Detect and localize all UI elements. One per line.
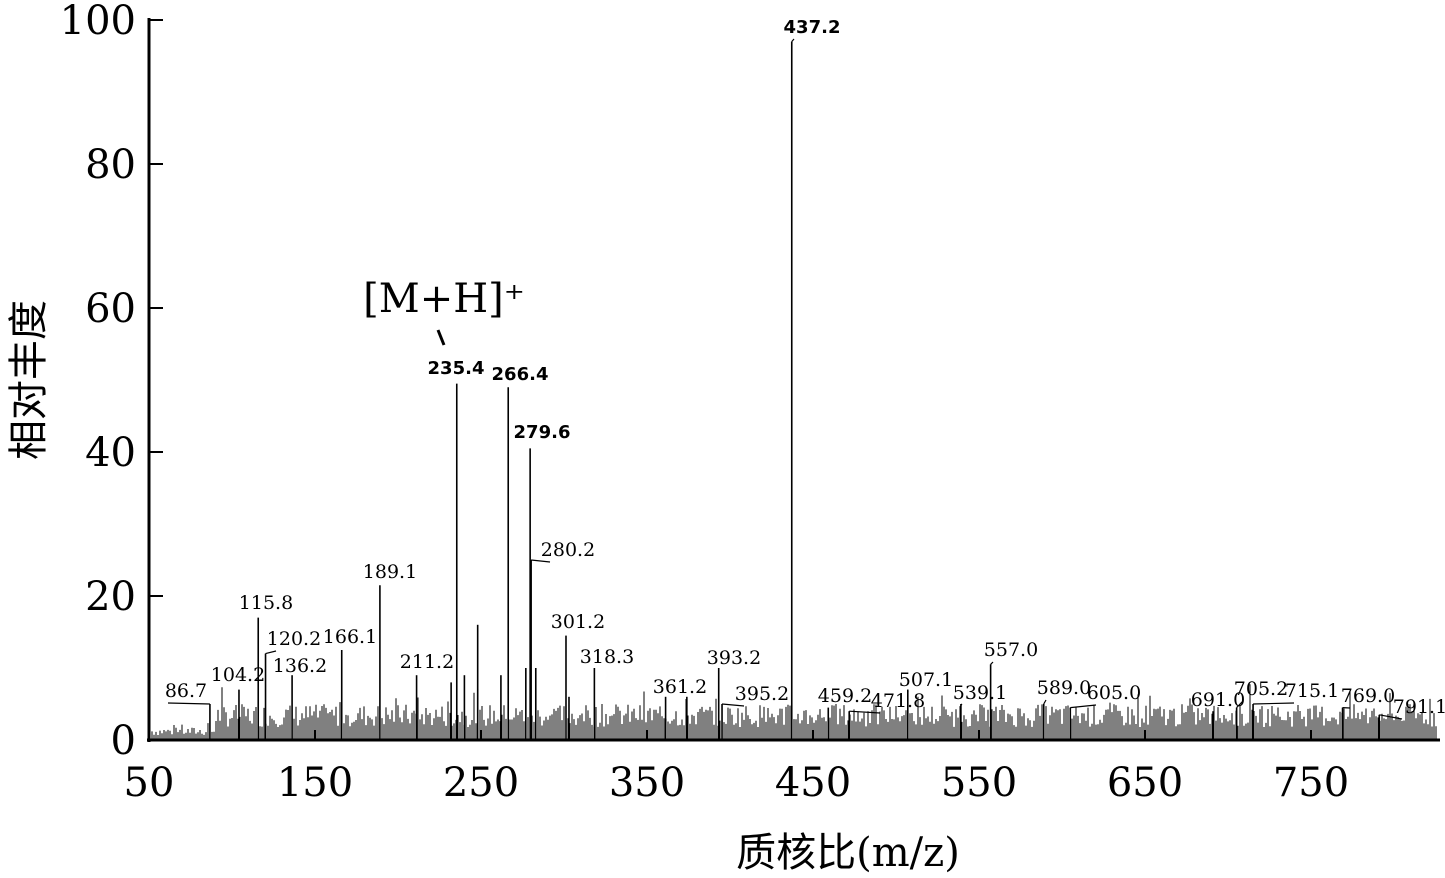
peak-label-539.1: 539.1 <box>953 682 1007 704</box>
y-tick-label: 60 <box>85 286 136 332</box>
peak-leader-791.1 <box>1379 714 1403 720</box>
peak-label-266.4: 266.4 <box>492 364 549 385</box>
molecular-ion-annotation: [M+H]⁺ <box>363 276 525 322</box>
peak-leader-280.2 <box>531 559 551 563</box>
peak-label-791.1: 791.1 <box>1393 696 1445 718</box>
peak-label-120.2: 120.2 <box>267 628 321 650</box>
peak-label-459.2: 459.2 <box>818 685 872 707</box>
peak-label-395.2: 395.2 <box>735 683 789 705</box>
peak-label-136.2: 136.2 <box>273 655 327 677</box>
axes <box>147 18 1440 742</box>
x-tick-label: 50 <box>124 760 175 806</box>
peak-lines <box>209 41 1381 740</box>
x-axis-title: 质核比(m/z) <box>736 830 960 876</box>
y-tick-label: 40 <box>85 430 136 476</box>
x-tick-label: 550 <box>941 760 1017 806</box>
x-tick-label: 250 <box>443 760 519 806</box>
x-tick-label: 750 <box>1273 760 1349 806</box>
peak-leader-86.7 <box>167 702 210 705</box>
x-tick-label: 350 <box>609 760 685 806</box>
y-tick-label: 100 <box>60 0 136 44</box>
peak-label-393.2: 393.2 <box>707 647 761 669</box>
x-tick-label: 650 <box>1107 760 1183 806</box>
peak-label-705.2: 705.2 <box>1234 678 1288 700</box>
peak-label-115.8: 115.8 <box>239 592 293 614</box>
peak-label-769.0: 769.0 <box>1341 685 1395 707</box>
x-tick-label: 450 <box>775 760 851 806</box>
peak-leader-589.0 <box>1043 699 1047 705</box>
x-ticks: 50 150 250 350 450 550 650 750 <box>124 730 1349 806</box>
peak-label-715.1: 715.1 <box>1285 680 1339 702</box>
peak-label-557.0: 557.0 <box>984 639 1038 661</box>
peak-leader-437.2 <box>791 38 795 42</box>
peak-label-507.1: 507.1 <box>899 669 953 691</box>
y-ticks: 0 20 40 60 80 100 <box>60 0 163 764</box>
peak-label-166.1: 166.1 <box>323 626 377 648</box>
peak-label-211.2: 211.2 <box>400 651 454 673</box>
peak-label-691.0: 691.0 <box>1191 689 1245 711</box>
x-tick-label: 150 <box>277 760 353 806</box>
peak-leader-605.0 <box>1070 704 1097 709</box>
peak-leader-557.0 <box>990 661 994 665</box>
peak-label-280.2: 280.2 <box>541 539 595 561</box>
peak-label-279.6: 279.6 <box>514 422 571 443</box>
peak-label-189.1: 189.1 <box>363 561 417 583</box>
peak-label-318.3: 318.3 <box>580 646 634 668</box>
peak-label-301.2: 301.2 <box>551 611 605 633</box>
y-axis-title: 相对丰度 <box>6 300 52 460</box>
annotation-pointer <box>436 329 446 346</box>
peak-leader-471.8 <box>849 710 881 714</box>
peak-label-437.2: 437.2 <box>784 17 841 38</box>
peak-leader-705.2 <box>1236 700 1244 709</box>
peak-leader-395.2 <box>721 703 745 707</box>
peak-leader-120.2 <box>265 650 277 655</box>
peak-label-86.7: 86.7 <box>165 680 207 702</box>
peak-leader-715.1 <box>1253 702 1295 705</box>
peak-label-361.2: 361.2 <box>653 676 707 698</box>
y-tick-label: 20 <box>85 574 136 620</box>
y-tick-label: 80 <box>85 142 136 188</box>
peak-label-605.0: 605.0 <box>1087 682 1141 704</box>
peak-label-235.4: 235.4 <box>428 358 485 379</box>
peak-leader-539.1 <box>960 703 963 706</box>
peak-label-104.2: 104.2 <box>211 664 265 686</box>
y-tick-label: 0 <box>111 718 136 764</box>
peak-label-471.8: 471.8 <box>871 690 925 712</box>
peak-label-589.0: 589.0 <box>1037 677 1091 699</box>
